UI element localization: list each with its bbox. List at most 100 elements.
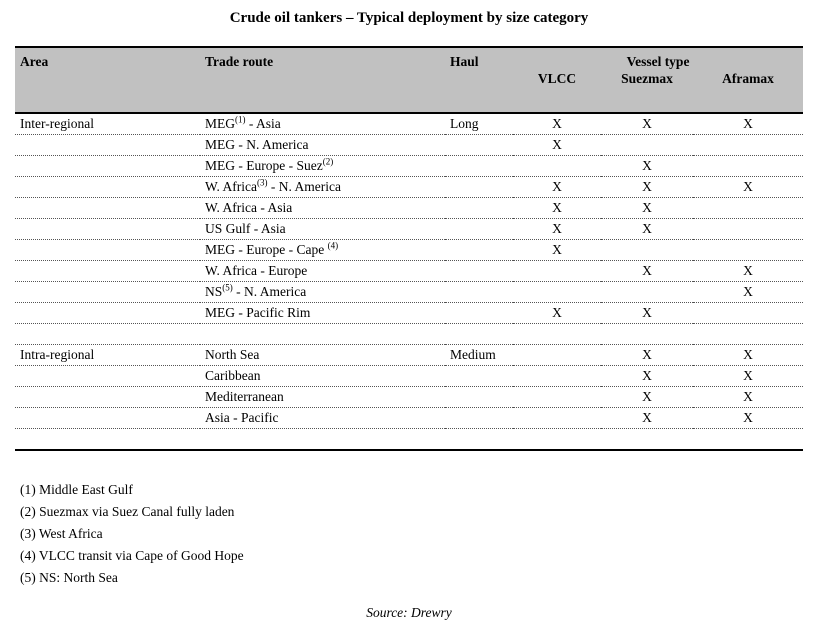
aframax-mark-cell [693,239,804,261]
aframax-mark: X [743,368,753,383]
suezmax-mark: X [642,221,652,236]
vlcc-mark-cell: X [513,134,601,156]
haul-cell [445,302,513,324]
trade-route-label: US Gulf - Asia [205,221,286,236]
suezmax-mark-cell: X [601,365,693,387]
haul-cell [445,260,513,282]
trade-route-label: MEG - Europe - Cape [205,242,328,257]
header-row-sub: VLCC Suezmax Aframax [15,70,804,113]
haul-cell: Medium [445,344,513,366]
col-header-haul: Haul [445,47,513,113]
col-header-area: Area [15,47,200,113]
trade-route-label-rest: - Asia [245,116,281,131]
vlcc-mark: X [552,137,562,152]
trade-route-label: MEG - Europe - Suez [205,158,323,173]
suezmax-mark-cell: X [601,155,693,177]
table-row: Mediterranean X X [15,386,804,408]
aframax-mark-cell [693,302,804,324]
area-cell: Intra-regional [15,344,200,366]
trade-route-label: MEG - N. America [205,137,309,152]
haul-cell [445,155,513,177]
vlcc-mark-cell: X [513,302,601,324]
haul-label: Long [450,116,479,131]
vlcc-mark-cell [513,260,601,282]
aframax-mark: X [743,347,753,362]
table-row: W. Africa - Europe X X [15,260,804,282]
aframax-mark-cell: X [693,365,804,387]
trade-route-label: W. Africa - Europe [205,263,308,278]
footnote: (4) VLCC transit via Cape of Good Hope [20,548,244,563]
haul-cell [445,218,513,240]
table-row: W. Africa - Asia X X [15,197,804,219]
suezmax-mark: X [642,368,652,383]
area-cell [15,407,200,429]
aframax-mark-cell: X [693,260,804,282]
trade-route-cell: MEG(1) - Asia [200,113,445,135]
aframax-mark: X [743,263,753,278]
aframax-mark: X [743,389,753,404]
suezmax-mark-cell: X [601,260,693,282]
trade-route-label: North Sea [205,347,260,362]
area-label: Intra-regional [20,347,95,362]
aframax-mark-cell: X [693,407,804,429]
spacer-cell [15,323,804,345]
suezmax-mark-cell [601,239,693,261]
vlcc-mark-cell [513,281,601,303]
table-row: MEG - Pacific Rim X X [15,302,804,324]
haul-cell [445,134,513,156]
footnote: (5) NS: North Sea [20,570,118,585]
aframax-mark-cell [693,134,804,156]
trade-route-cell: North Sea [200,344,445,366]
suezmax-mark-cell: X [601,218,693,240]
col-header-vessel-type: Vessel type [513,47,804,70]
area-cell [15,365,200,387]
trade-route-cell: MEG - Europe - Cape (4) [200,239,445,261]
aframax-mark-cell: X [693,344,804,366]
trade-route-cell: MEG - N. America [200,134,445,156]
footnotes-block: (1) Middle East Gulf (2) Suezmax via Suez… [20,479,818,589]
trade-route-cell: W. Africa - Europe [200,260,445,282]
trade-route-label-rest: - N. America [267,179,341,194]
vlcc-mark-cell: X [513,218,601,240]
trade-route-label: Asia - Pacific [205,410,279,425]
trade-route-cell: W. Africa(3) - N. America [200,176,445,198]
spacer-cell [15,429,803,451]
table-row: US Gulf - Asia X X [15,218,804,240]
haul-cell [445,197,513,219]
trade-route-label: NS [205,284,223,299]
haul-cell [445,407,513,429]
footnote-marker: (2) [322,156,334,167]
footnote: (2) Suezmax via Suez Canal fully laden [20,504,235,519]
area-cell [15,155,200,177]
suezmax-mark: X [642,116,652,131]
haul-cell [445,239,513,261]
suezmax-mark-cell: X [601,113,693,135]
section-spacer-row [15,323,804,345]
area-cell [15,302,200,324]
aframax-mark: X [743,410,753,425]
section-spacer-row [15,429,803,451]
aframax-mark-cell: X [693,113,804,135]
trade-route-cell: Caribbean [200,365,445,387]
vlcc-mark-cell [513,155,601,177]
suezmax-mark: X [642,158,652,173]
area-label: Inter-regional [20,116,94,131]
haul-cell [445,386,513,408]
area-cell [15,176,200,198]
vlcc-mark-cell: X [513,176,601,198]
table-row: Inter-regional MEG(1) - Asia Long X X X [15,113,804,135]
haul-label: Medium [450,347,496,362]
trade-route-cell: US Gulf - Asia [200,218,445,240]
area-cell [15,197,200,219]
suezmax-mark: X [642,179,652,194]
suezmax-mark: X [642,305,652,320]
footnote-marker: (5) [222,282,233,293]
vlcc-mark-cell: X [513,113,601,135]
footnote-marker: (4) [327,240,339,251]
aframax-mark-cell [693,197,804,219]
table-row: Asia - Pacific X X [15,407,804,429]
trade-route-label: MEG - Pacific Rim [205,305,311,320]
haul-cell [445,176,513,198]
area-cell [15,386,200,408]
vlcc-mark: X [552,200,562,215]
